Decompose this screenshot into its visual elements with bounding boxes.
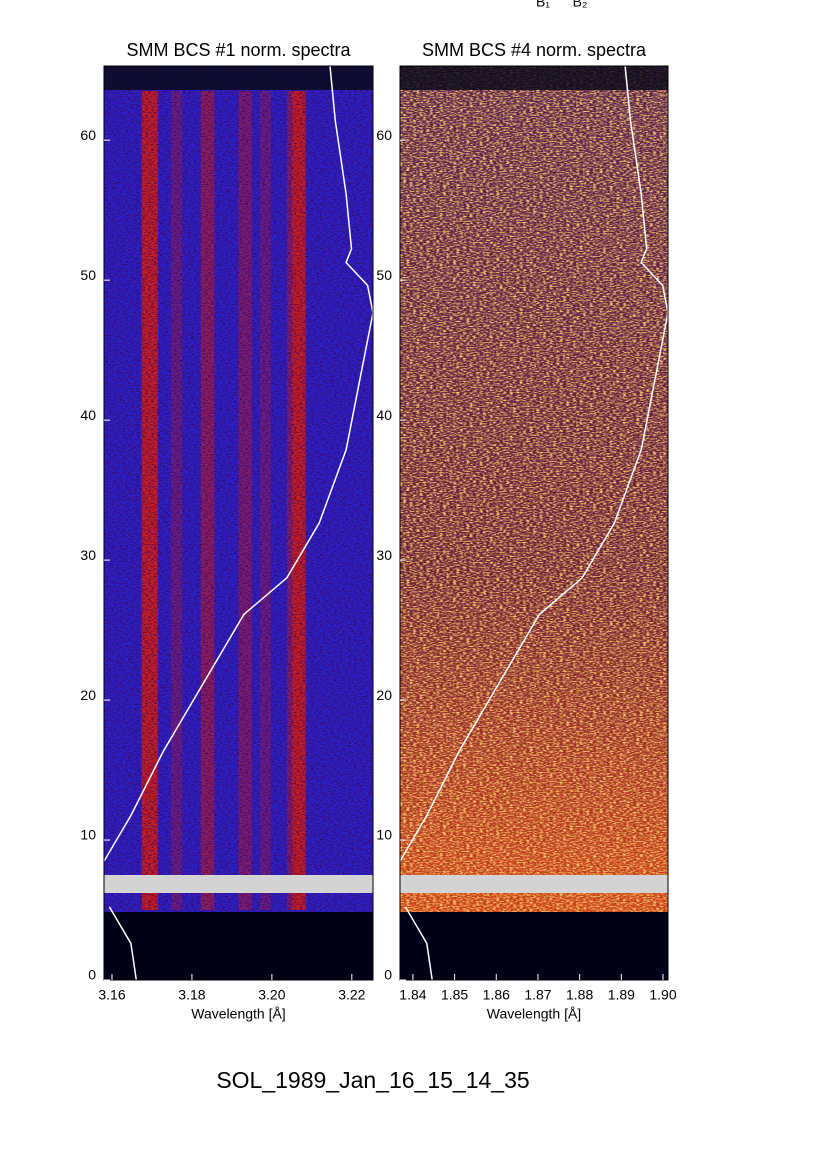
heatmap <box>399 65 669 981</box>
gap-band <box>400 875 668 893</box>
x-tick-label: 1.85 <box>441 987 468 1003</box>
y-tick-label: 0 <box>88 967 96 983</box>
bottom-strip <box>400 912 668 980</box>
y-tick-label: 10 <box>80 827 96 843</box>
y-tick-label: 50 <box>376 267 392 283</box>
y-tick-label: 60 <box>80 127 96 143</box>
top-label: B₁ <box>536 0 550 10</box>
gap-band <box>104 875 373 893</box>
light-curve <box>108 906 138 981</box>
noise <box>104 66 373 980</box>
footer: SOL_1989_Jan_16_15_14_35 <box>216 1067 529 1093</box>
panel-title: SMM BCS #1 norm. spectra <box>126 40 351 60</box>
plot-frame <box>399 65 669 981</box>
x-tick-label: 3.18 <box>178 987 205 1003</box>
light-curve <box>399 65 669 862</box>
x-tick-label: 1.84 <box>399 987 426 1003</box>
x-tick-label: 3.16 <box>98 987 125 1003</box>
bottom-strip <box>104 912 373 980</box>
y-tick-label: 10 <box>376 827 392 843</box>
light-curve <box>103 65 374 862</box>
x-tick-label: 3.20 <box>258 987 285 1003</box>
y-tick-label: 40 <box>376 407 392 423</box>
y-tick-label: 30 <box>376 547 392 563</box>
light-curve <box>404 906 433 981</box>
x-axis-label: Wavelength [Å] <box>487 1006 581 1022</box>
x-tick-label: 1.86 <box>483 987 510 1003</box>
top-strip <box>104 66 373 90</box>
heatmap <box>103 65 374 981</box>
y-tick-label: 20 <box>376 687 392 703</box>
top-label: B₂ <box>573 0 588 10</box>
noise <box>400 66 668 980</box>
x-tick-label: 1.90 <box>649 987 676 1003</box>
y-tick-label: 40 <box>80 407 96 423</box>
x-tick-label: 1.88 <box>566 987 593 1003</box>
x-tick-label: 3.22 <box>338 987 365 1003</box>
y-tick-label: 20 <box>80 687 96 703</box>
plot-frame <box>103 65 374 981</box>
x-tick-label: 1.87 <box>524 987 551 1003</box>
y-tick-label: 0 <box>384 967 392 983</box>
top-strip <box>400 66 668 90</box>
y-tick-label: 50 <box>80 267 96 283</box>
panel-title: SMM BCS #4 norm. spectra <box>422 40 647 60</box>
y-tick-label: 30 <box>80 547 96 563</box>
x-axis-label: Wavelength [Å] <box>191 1006 285 1022</box>
y-tick-label: 60 <box>376 127 392 143</box>
x-tick-label: 1.89 <box>608 987 635 1003</box>
